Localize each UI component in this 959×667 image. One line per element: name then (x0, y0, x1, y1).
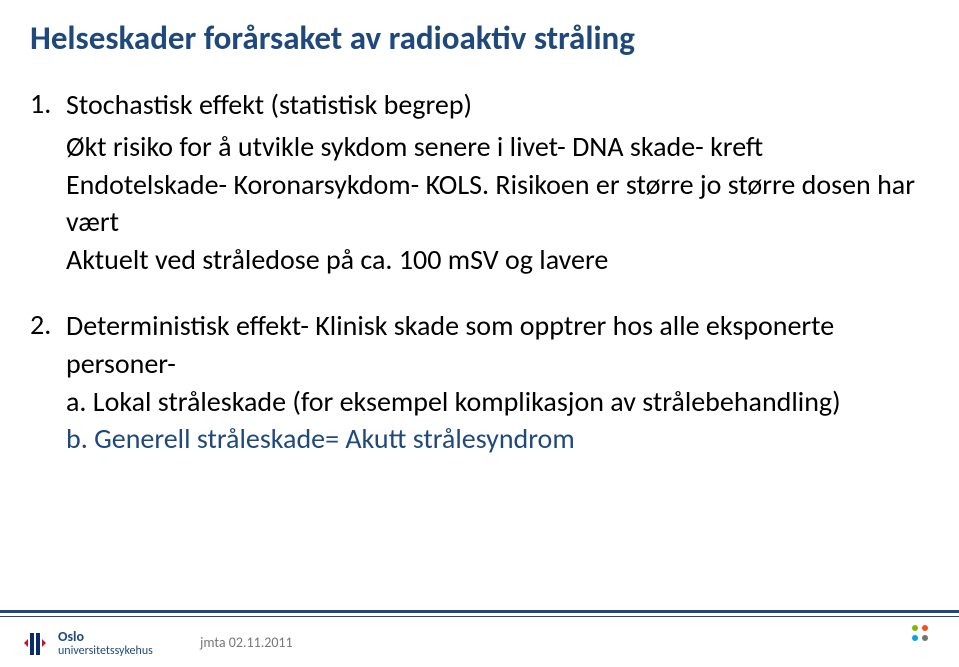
footer-line-thick (0, 610, 959, 613)
slide-footer: Oslo universitetssykehus jmta 02.11.2011 (0, 611, 959, 667)
list-item-2: 2. Deterministisk effekt- Klinisk skade … (30, 307, 929, 383)
item1-line2: Økt risiko for å utvikle sykdom senere i… (66, 128, 929, 166)
item2-sub-b: b. Generell stråleskade= Akutt strålesyn… (66, 420, 929, 458)
dots-logo-icon (909, 622, 935, 653)
item1-line4: Aktuelt ved stråledose på ca. 100 mSV og… (66, 241, 929, 279)
list-item-1: 1. Stochastisk effekt (statistisk begrep… (30, 86, 929, 124)
oslo-logo-icon (20, 629, 50, 659)
logo-uni-text: universitetssykehus (58, 645, 153, 658)
footer-line-thin (0, 616, 959, 617)
item2-sub-a: a. Lokal stråleskade (for eksempel kompl… (66, 383, 929, 421)
item2-number: 2. (30, 307, 66, 383)
item1-line1: Stochastisk effekt (statistisk begrep) (66, 86, 472, 124)
item1-number: 1. (30, 86, 66, 124)
logo-text: Oslo universitetssykehus (58, 630, 153, 657)
item1-line3: Endotelskade- Koronarsykdom- KOLS. Risik… (66, 166, 929, 242)
slide-title: Helseskader forårsaket av radioaktiv str… (30, 18, 929, 58)
logo-left: Oslo universitetssykehus (20, 629, 153, 659)
item2-line1: Deterministisk effekt- Klinisk skade som… (66, 307, 929, 383)
logo-oslo-text: Oslo (58, 630, 153, 645)
footer-date: jmta 02.11.2011 (200, 634, 293, 651)
